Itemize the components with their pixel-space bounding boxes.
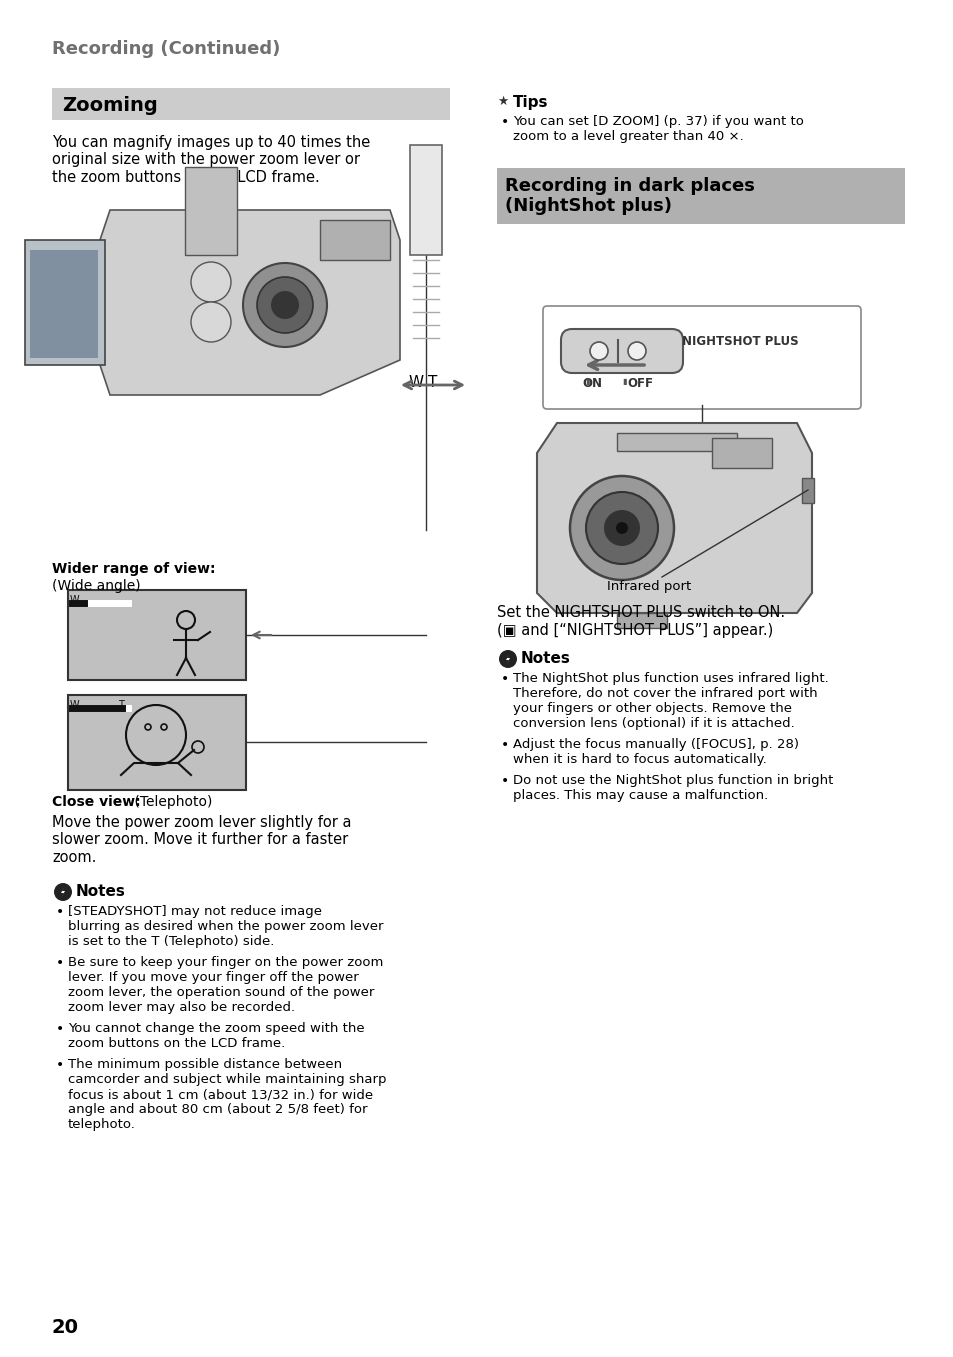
Bar [801,478,813,503]
Text: •: • [500,672,509,687]
Text: The NightShot plus function uses infrared light.
Therefore, do not cover the inf: The NightShot plus function uses infrare… [513,672,828,730]
Text: NIGHTSHOT PLUS: NIGHTSHOT PLUS [681,335,798,347]
Bar [410,145,441,255]
Text: •: • [56,1058,64,1072]
Circle shape [191,262,231,303]
Text: Recording in dark places: Recording in dark places [504,176,754,195]
Text: Notes: Notes [76,883,126,898]
Text: T: T [428,375,436,389]
Polygon shape [61,886,65,898]
Circle shape [589,342,607,360]
Text: •: • [500,773,509,788]
Bar [711,438,771,468]
Text: ▮: ▮ [621,377,626,385]
Text: W: W [70,700,79,710]
Bar [497,168,904,224]
Circle shape [585,493,658,565]
Text: (Wide angle): (Wide angle) [52,579,140,593]
Bar [52,88,450,119]
Text: W: W [409,375,424,389]
Bar [30,250,98,358]
Polygon shape [25,240,105,365]
Text: Do not use the NightShot plus function in bright
places. This may cause a malfun: Do not use the NightShot plus function i… [513,773,833,802]
Text: •: • [500,738,509,752]
Text: You cannot change the zoom speed with the
zoom buttons on the LCD frame.: You cannot change the zoom speed with th… [68,1022,364,1050]
Text: Infrared port: Infrared port [606,579,691,593]
Circle shape [191,303,231,342]
Bar [185,167,236,255]
Bar [68,695,246,790]
Polygon shape [505,653,510,665]
Text: Be sure to keep your finger on the power zoom
lever. If you move your finger off: Be sure to keep your finger on the power… [68,955,383,1014]
FancyBboxPatch shape [560,328,682,373]
Text: 20: 20 [52,1318,79,1337]
Circle shape [627,342,645,360]
Text: ★: ★ [497,95,508,109]
Text: Close view:: Close view: [52,795,140,809]
Text: T: T [204,313,214,328]
Text: Notes: Notes [520,651,570,666]
Text: Set the NIGHTSHOT PLUS switch to ON.: Set the NIGHTSHOT PLUS switch to ON. [497,605,784,620]
Text: (NightShot plus): (NightShot plus) [504,197,671,214]
Text: •: • [56,1022,64,1035]
Bar [319,220,390,261]
Circle shape [54,883,71,901]
Circle shape [498,650,517,668]
Text: (Telephoto): (Telephoto) [130,795,213,809]
Text: [STEADYSHOT] may not reduce image
blurring as desired when the power zoom lever
: [STEADYSHOT] may not reduce image blurri… [68,905,383,949]
Text: W: W [203,274,219,289]
Bar [617,613,666,628]
Polygon shape [100,210,399,395]
Text: Zooming: Zooming [62,96,157,115]
Circle shape [243,263,327,347]
Text: ON: ON [581,377,601,389]
Text: Tips: Tips [513,95,548,110]
Text: (▣ and [“NIGHTSHOT PLUS”] appear.): (▣ and [“NIGHTSHOT PLUS”] appear.) [497,623,773,638]
Circle shape [569,476,673,579]
FancyBboxPatch shape [542,305,861,408]
Text: Recording (Continued): Recording (Continued) [52,39,280,58]
Text: T: T [118,700,124,710]
Text: The minimum possible distance between
camcorder and subject while maintaining sh: The minimum possible distance between ca… [68,1058,386,1130]
Bar [617,433,737,451]
Text: W: W [70,594,79,605]
Text: •: • [56,905,64,919]
Text: Wider range of view:: Wider range of view: [52,562,215,575]
Polygon shape [537,423,811,613]
Circle shape [603,510,639,546]
Bar [68,590,246,680]
Circle shape [256,277,313,332]
Text: Adjust the focus manually ([FOCUS], p. 28)
when it is hard to focus automaticall: Adjust the focus manually ([FOCUS], p. 2… [513,738,799,765]
Text: Move the power zoom lever slightly for a
slower zoom. Move it further for a fast: Move the power zoom lever slightly for a… [52,816,351,864]
Text: You can set [D ZOOM] (p. 37) if you want to
zoom to a level greater than 40 ×.: You can set [D ZOOM] (p. 37) if you want… [513,115,803,142]
Text: You can magnify images up to 40 times the
original size with the power zoom leve: You can magnify images up to 40 times th… [52,134,370,185]
Text: OFF: OFF [626,377,652,389]
Text: ▮: ▮ [584,377,589,385]
Circle shape [616,522,627,535]
Text: •: • [56,955,64,970]
Circle shape [271,290,298,319]
Text: •: • [500,115,509,129]
